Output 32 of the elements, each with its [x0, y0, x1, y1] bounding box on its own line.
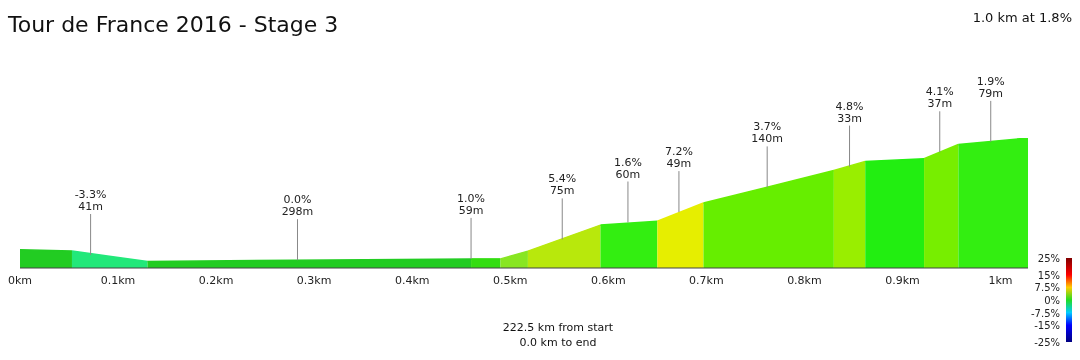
x-tick-label: 0.8km [787, 273, 822, 287]
annotation: 1.0% 59m [457, 191, 486, 217]
x-tick-label: 1km [988, 273, 1013, 287]
x-tick-label: 0.1km [100, 273, 136, 287]
annotation: -3.3% 41m [74, 188, 107, 213]
x-tick-label: 0.7km [689, 273, 724, 287]
annotation: 1.9% 79m [976, 74, 1005, 100]
text: 222.5 km from start [501, 320, 615, 335]
x-tick-label: 0.4km [394, 273, 430, 287]
x-tick-label: 0.3km [296, 273, 332, 287]
x-tick-label: 0.2km [198, 273, 234, 287]
text: 1.0 km at 1.8% [972, 10, 1072, 25]
x-tick-label: 0.6km [591, 273, 626, 287]
color-bar-label: 15% [1037, 269, 1060, 281]
color-bar-label: 25% [1037, 253, 1060, 264]
color-bar-label: 7.5% [1034, 282, 1060, 294]
color-bar-label: -15% [1034, 320, 1060, 332]
annotation: 1.6% 60m [613, 155, 642, 181]
text: 0.0 km to end [518, 335, 598, 350]
annotation: 4.1% 37m [925, 85, 954, 111]
color-bar-label: -7.5% [1030, 307, 1060, 319]
annotation: 5.4% 75m [548, 172, 577, 198]
chart-title: Tour de France 2016 - Stage 3 [8, 12, 339, 37]
annotation: 3.7% 140m [751, 120, 784, 146]
annotation: 0.0% 298m [281, 193, 314, 219]
x-tick-label: 0km [7, 273, 33, 287]
x-tick-label: 0.9km [885, 273, 920, 287]
annotation: 4.8% 33m [835, 99, 864, 125]
annotation: 7.2% 49m [664, 145, 693, 171]
x-tick-label: 0.5km [492, 273, 528, 287]
color-bar-label: 0% [1044, 295, 1060, 306]
color-bar-label: -25% [1034, 337, 1060, 348]
